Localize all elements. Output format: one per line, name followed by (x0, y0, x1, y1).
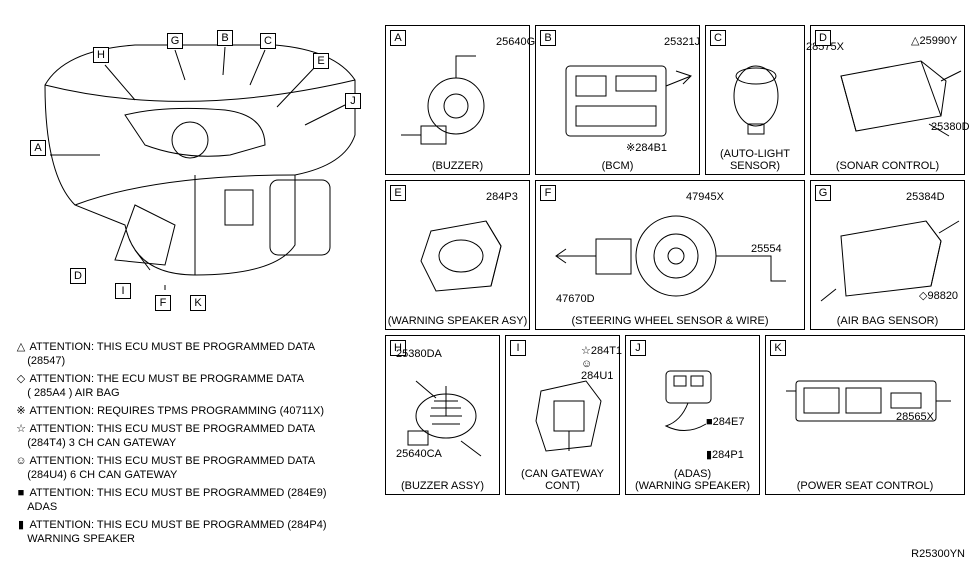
cell-G: G25384D◇98820(AIR BAG SENSOR) (810, 180, 965, 330)
cell-J: J■284E7▮284P1(ADAS)(WARNING SPEAKER) (625, 335, 760, 495)
cell-caption: (POWER SEAT CONTROL) (766, 480, 964, 492)
part-number: 25640G (496, 36, 535, 48)
cell-caption: (ADAS)(WARNING SPEAKER) (626, 468, 759, 492)
callout-D: D (70, 268, 86, 284)
part-number: ■284E7 (706, 416, 744, 428)
cell-D: D△25990Y25380D(SONAR CONTROL) (810, 25, 965, 175)
cell-F: F47945X2555447670D(STEERING WHEEL SENSOR… (535, 180, 805, 330)
part-number: 25380DA (396, 348, 442, 360)
attention-note: ■ ATTENTION: THIS ECU MUST BE PROGRAMMED… (15, 486, 327, 514)
part-number: 284P3 (486, 191, 518, 203)
attention-note: ※ ATTENTION: REQUIRES TPMS PROGRAMMING (… (15, 404, 324, 418)
cell-caption: (AUTO-LIGHT SENSOR) (706, 148, 804, 172)
part-number: 47670D (556, 293, 595, 305)
cell-caption: (STEERING WHEEL SENSOR & WIRE) (536, 315, 804, 327)
attention-note: ▮ ATTENTION: THIS ECU MUST BE PROGRAMMED… (15, 518, 327, 546)
part-number: 25321J (664, 36, 700, 48)
attention-note: ☆ ATTENTION: THIS ECU MUST BE PROGRAMMED… (15, 422, 315, 450)
callout-I: I (115, 283, 131, 299)
part-number: 25380D (931, 121, 970, 133)
callout-H: H (93, 47, 109, 63)
attention-note: ◇ ATTENTION: THE ECU MUST BE PROGRAMME D… (15, 372, 304, 400)
cell-A: A25640G(BUZZER) (385, 25, 530, 175)
cell-caption: (SONAR CONTROL) (811, 160, 964, 172)
cell-caption: (WARNING SPEAKER ASY) (386, 315, 529, 327)
cell-C: C28575X(AUTO-LIGHT SENSOR) (705, 25, 805, 175)
cell-I: I☆284T1☺284U1(CAN GATEWAY CONT) (505, 335, 620, 495)
part-number: ◇98820 (919, 289, 958, 302)
callout-J: J (345, 93, 361, 109)
callout-G: G (167, 33, 183, 49)
callout-B: B (217, 30, 233, 46)
part-number: 25384D (906, 191, 945, 203)
main-illustration: A H G B C E J D I F K (15, 25, 370, 330)
part-number: 28565X (896, 411, 934, 423)
cell-caption: (AIR BAG SENSOR) (811, 315, 964, 327)
cell-caption: (BUZZER) (386, 160, 529, 172)
part-number: △25990Y (911, 34, 957, 47)
part-number: ☆284T1 (581, 344, 622, 357)
cell-E: E284P3(WARNING SPEAKER ASY) (385, 180, 530, 330)
callout-A: A (30, 140, 46, 156)
callout-E: E (313, 53, 329, 69)
part-number: ▮284P1 (706, 448, 744, 461)
part-number: 47945X (686, 191, 724, 203)
attention-note: ☺ ATTENTION: THIS ECU MUST BE PROGRAMMED… (15, 454, 315, 482)
part-number: ※284B1 (626, 141, 667, 154)
callout-F: F (155, 295, 171, 311)
callout-K: K (190, 295, 206, 311)
part-number: 25554 (751, 243, 782, 255)
cell-B: B25321J※284B1(BCM) (535, 25, 700, 175)
callout-C: C (260, 33, 276, 49)
diagram-id: R25300YN (911, 548, 965, 560)
cell-H: H25380DA25640CA(BUZZER ASSY) (385, 335, 500, 495)
attention-note: △ ATTENTION: THIS ECU MUST BE PROGRAMMED… (15, 340, 315, 368)
part-number: 25640CA (396, 448, 442, 460)
cell-K: K28565X(POWER SEAT CONTROL) (765, 335, 965, 495)
cell-caption: (BUZZER ASSY) (386, 480, 499, 492)
cell-caption: (CAN GATEWAY CONT) (506, 468, 619, 492)
cell-caption: (BCM) (536, 160, 699, 172)
part-number: ☺284U1 (581, 358, 619, 382)
